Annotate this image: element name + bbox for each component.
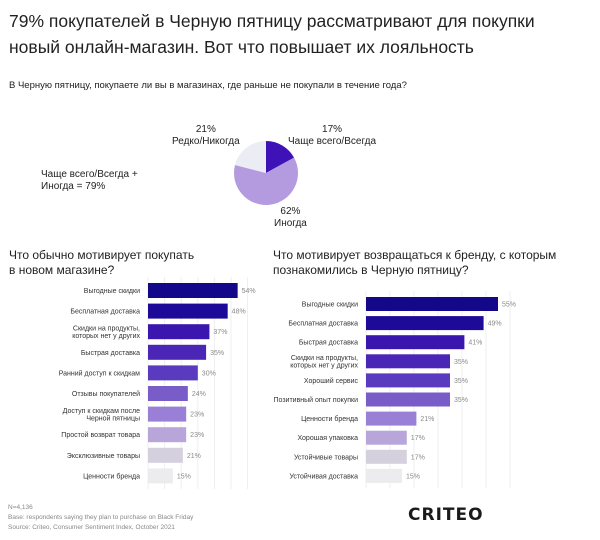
bar-4 xyxy=(366,373,450,388)
category-label: Ранний доступ к скидкам xyxy=(59,369,140,377)
bar-value-label: 21% xyxy=(420,416,434,423)
category-label: которых нет у других xyxy=(72,333,140,340)
category-label: Хороший сервис xyxy=(304,377,359,385)
bar-1 xyxy=(366,316,484,331)
pie-label-rarely: 21% Редко/Никогда xyxy=(172,124,240,148)
bar-0 xyxy=(148,283,238,298)
bar-value-label: 23% xyxy=(190,432,204,439)
pie-name-often: Чаще всего/Всегда xyxy=(288,136,377,147)
footer-notes: N=4,136 Base: respondents saying they pl… xyxy=(8,503,193,533)
pie-note-line-1: Чаще всего/Всегда + xyxy=(41,169,138,180)
category-label: Позитивный опыт покупки xyxy=(273,396,358,404)
bar-3 xyxy=(366,354,450,369)
category-label: Бесплатная доставка xyxy=(70,309,140,316)
category-label: Выгодные скидки xyxy=(302,302,358,309)
bar-5 xyxy=(366,392,450,407)
criteo-logo: CRITEO xyxy=(408,505,484,525)
bar-value-label: 48% xyxy=(232,309,246,316)
title-line-1: 79% покупателей в Черную пятницу рассмат… xyxy=(9,11,535,31)
pie-name-rarely: Редко/Никогда xyxy=(172,136,240,147)
bar-value-label: 30% xyxy=(202,370,216,377)
bar-value-label: 23% xyxy=(190,412,204,419)
bar-6 xyxy=(148,406,187,422)
left-chart-title-line-2: в новом магазине? xyxy=(9,263,115,277)
bar-value-label: 21% xyxy=(187,453,201,460)
bar-9 xyxy=(366,468,402,483)
category-label: Хорошая упаковка xyxy=(297,435,358,442)
bar-9 xyxy=(148,468,173,484)
category-label: Ценности бренда xyxy=(301,415,358,423)
category-label: которых нет у других xyxy=(290,363,358,370)
footer-base: Base: respondents saying they plan to pu… xyxy=(8,514,194,521)
footer-sample-size: N=4,136 xyxy=(8,504,33,511)
bar-value-label: 49% xyxy=(488,321,502,328)
pie-label-often: 17% Чаще всего/Всегда xyxy=(288,124,376,148)
pie-summary-note: Чаще всего/Всегда + Иногда = 79% xyxy=(41,169,138,193)
footer-source: Source: Criteo, Consumer Sentiment Index… xyxy=(8,524,175,531)
category-label: Скидки на продукты, xyxy=(73,325,140,332)
category-label: Скидки на продукты, xyxy=(291,355,358,362)
bar-value-label: 17% xyxy=(411,435,425,442)
bar-value-label: 55% xyxy=(502,302,516,309)
left-chart-title-line-1: Что обычно мотивирует покупать xyxy=(9,248,195,262)
survey-question: В Черную пятницу, покупаете ли вы в мага… xyxy=(9,80,407,91)
bar-value-label: 35% xyxy=(454,397,468,404)
bar-7 xyxy=(366,430,407,445)
pie-note-line-2: Иногда = 79% xyxy=(41,181,106,192)
category-label: Доступ к скидкам после xyxy=(63,408,140,415)
pie-value-often: 17% xyxy=(322,124,343,135)
category-label: Выгодные скидки xyxy=(84,288,140,295)
category-label: Отзывы покупателей xyxy=(72,390,140,398)
bar-7 xyxy=(148,427,187,443)
category-label: Устойчивая доставка xyxy=(289,472,358,480)
bar-2 xyxy=(366,335,465,350)
title-line-2: новый онлайн-магазин. Вот что повышает и… xyxy=(9,37,474,57)
category-label: Быстрая доставка xyxy=(299,340,358,347)
pie-name-sometimes: Иногда xyxy=(274,218,307,229)
bar-6 xyxy=(366,411,417,426)
bar-8 xyxy=(148,447,183,463)
bar-8 xyxy=(366,449,407,464)
bar-value-label: 35% xyxy=(454,359,468,366)
right-chart-title: Что мотивирует возвращаться к бренду, с … xyxy=(273,248,556,278)
bar-3 xyxy=(148,344,207,360)
right-chart-title-line-2: познакомились в Черную пятницу? xyxy=(273,263,469,277)
pie-label-sometimes: 62% Иногда xyxy=(274,206,307,230)
bar-4 xyxy=(148,365,198,381)
page-title: 79% покупателей в Черную пятницу рассмат… xyxy=(9,8,599,60)
bar-value-label: 15% xyxy=(406,473,420,480)
left-chart-title: Что обычно мотивирует покупать в новом м… xyxy=(9,248,194,278)
category-label: Быстрая доставка xyxy=(81,350,140,357)
category-label: Бесплатная доставка xyxy=(288,321,358,328)
category-label: Устойчивые товары xyxy=(294,453,358,461)
pie-slice-1 xyxy=(234,157,298,205)
category-label: Эксклюзивные товары xyxy=(67,453,140,460)
category-label: Черной пятницы xyxy=(86,414,140,422)
bar-value-label: 35% xyxy=(210,350,224,357)
bar-5 xyxy=(148,386,188,401)
bar-value-label: 17% xyxy=(411,454,425,461)
pie-value-sometimes: 62% xyxy=(280,206,301,217)
bar-value-label: 41% xyxy=(468,340,482,347)
bar-value-label: 54% xyxy=(242,288,256,295)
bar-value-label: 35% xyxy=(454,378,468,385)
category-label: Ценности бренда xyxy=(83,472,140,480)
category-label: Простой возврат товара xyxy=(61,431,140,439)
bar-2 xyxy=(148,324,210,340)
bar-value-label: 15% xyxy=(177,473,191,480)
bar-value-label: 24% xyxy=(192,391,206,398)
bar-1 xyxy=(148,303,228,319)
bar-value-label: 37% xyxy=(213,329,227,336)
pie-value-rarely: 21% xyxy=(195,124,216,135)
right-chart-title-line-1: Что мотивирует возвращаться к бренду, с … xyxy=(273,248,557,262)
bar-0 xyxy=(366,297,498,311)
